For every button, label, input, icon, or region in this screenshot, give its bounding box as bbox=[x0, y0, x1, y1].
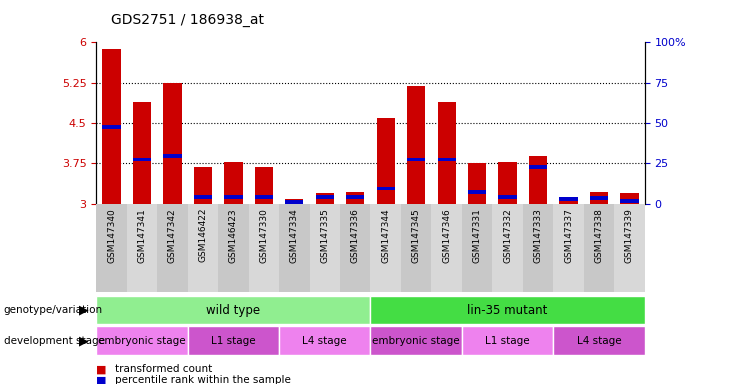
Text: embryonic stage: embryonic stage bbox=[99, 336, 186, 346]
Bar bbox=[316, 195, 334, 199]
Bar bbox=[620, 199, 639, 203]
Bar bbox=[620, 193, 639, 204]
Bar bbox=[529, 156, 547, 204]
Bar bbox=[255, 195, 273, 199]
Bar bbox=[407, 157, 425, 161]
Bar bbox=[96, 326, 187, 355]
Text: GSM147336: GSM147336 bbox=[350, 208, 360, 263]
Bar bbox=[468, 190, 486, 194]
Bar bbox=[163, 154, 182, 158]
Bar bbox=[316, 193, 334, 204]
Bar bbox=[340, 204, 370, 292]
Text: GSM147345: GSM147345 bbox=[412, 208, 421, 263]
Text: GSM147330: GSM147330 bbox=[259, 208, 268, 263]
Bar bbox=[133, 157, 151, 161]
Bar bbox=[163, 83, 182, 204]
Text: GSM147338: GSM147338 bbox=[594, 208, 603, 263]
Text: GSM147333: GSM147333 bbox=[534, 208, 542, 263]
Bar bbox=[96, 204, 127, 292]
Text: percentile rank within the sample: percentile rank within the sample bbox=[115, 375, 290, 384]
Bar bbox=[96, 296, 370, 324]
Bar bbox=[523, 204, 554, 292]
Bar bbox=[468, 163, 486, 204]
Bar bbox=[218, 204, 249, 292]
Bar bbox=[225, 162, 242, 204]
Text: GSM147342: GSM147342 bbox=[168, 208, 177, 263]
Bar bbox=[554, 326, 645, 355]
Text: L4 stage: L4 stage bbox=[302, 336, 347, 346]
Text: ■: ■ bbox=[96, 364, 107, 374]
Bar bbox=[279, 326, 370, 355]
Bar bbox=[187, 204, 218, 292]
Text: GSM147346: GSM147346 bbox=[442, 208, 451, 263]
Text: GSM147339: GSM147339 bbox=[625, 208, 634, 263]
Text: transformed count: transformed count bbox=[115, 364, 212, 374]
Text: embryonic stage: embryonic stage bbox=[373, 336, 460, 346]
Bar bbox=[255, 167, 273, 204]
Bar bbox=[346, 195, 365, 199]
Bar bbox=[590, 196, 608, 200]
Text: GSM147331: GSM147331 bbox=[473, 208, 482, 263]
Bar bbox=[431, 204, 462, 292]
Bar bbox=[187, 326, 279, 355]
Text: GSM147332: GSM147332 bbox=[503, 208, 512, 263]
Text: wild type: wild type bbox=[206, 304, 261, 316]
Text: GSM147337: GSM147337 bbox=[564, 208, 573, 263]
Text: GSM147341: GSM147341 bbox=[138, 208, 147, 263]
Text: ▶: ▶ bbox=[79, 304, 89, 316]
Bar bbox=[376, 187, 395, 190]
Bar bbox=[499, 195, 516, 199]
Bar bbox=[559, 197, 578, 201]
Bar bbox=[499, 162, 516, 204]
Bar bbox=[559, 197, 578, 204]
Text: GSM146422: GSM146422 bbox=[199, 208, 207, 262]
Bar bbox=[590, 192, 608, 204]
Bar bbox=[249, 204, 279, 292]
Bar bbox=[279, 204, 310, 292]
Text: L1 stage: L1 stage bbox=[485, 336, 530, 346]
Bar bbox=[554, 204, 584, 292]
Bar bbox=[157, 204, 187, 292]
Text: GDS2751 / 186938_at: GDS2751 / 186938_at bbox=[111, 13, 264, 27]
Bar bbox=[370, 296, 645, 324]
Bar bbox=[401, 204, 431, 292]
Bar bbox=[346, 192, 365, 204]
Bar bbox=[370, 326, 462, 355]
Bar bbox=[462, 326, 554, 355]
Bar bbox=[437, 157, 456, 161]
Bar bbox=[194, 195, 212, 199]
Bar bbox=[614, 204, 645, 292]
Text: ▶: ▶ bbox=[79, 334, 89, 347]
Text: GSM147344: GSM147344 bbox=[381, 208, 391, 263]
Bar bbox=[370, 204, 401, 292]
Text: GSM147334: GSM147334 bbox=[290, 208, 299, 263]
Bar bbox=[437, 103, 456, 204]
Bar bbox=[584, 204, 614, 292]
Text: L1 stage: L1 stage bbox=[211, 336, 256, 346]
Bar bbox=[102, 125, 121, 129]
Bar bbox=[102, 49, 121, 204]
Text: GSM147335: GSM147335 bbox=[320, 208, 329, 263]
Text: GSM146423: GSM146423 bbox=[229, 208, 238, 263]
Text: development stage: development stage bbox=[4, 336, 104, 346]
Text: lin-35 mutant: lin-35 mutant bbox=[468, 304, 548, 316]
Bar bbox=[529, 165, 547, 169]
Bar bbox=[407, 86, 425, 204]
Bar bbox=[285, 199, 304, 204]
Bar bbox=[492, 204, 523, 292]
Bar bbox=[285, 200, 304, 204]
Text: L4 stage: L4 stage bbox=[576, 336, 621, 346]
Bar bbox=[462, 204, 492, 292]
Bar bbox=[376, 118, 395, 204]
Bar bbox=[133, 103, 151, 204]
Bar bbox=[127, 204, 157, 292]
Bar bbox=[310, 204, 340, 292]
Text: genotype/variation: genotype/variation bbox=[4, 305, 103, 315]
Bar bbox=[194, 167, 212, 204]
Text: ■: ■ bbox=[96, 375, 107, 384]
Text: GSM147340: GSM147340 bbox=[107, 208, 116, 263]
Bar bbox=[225, 195, 242, 199]
